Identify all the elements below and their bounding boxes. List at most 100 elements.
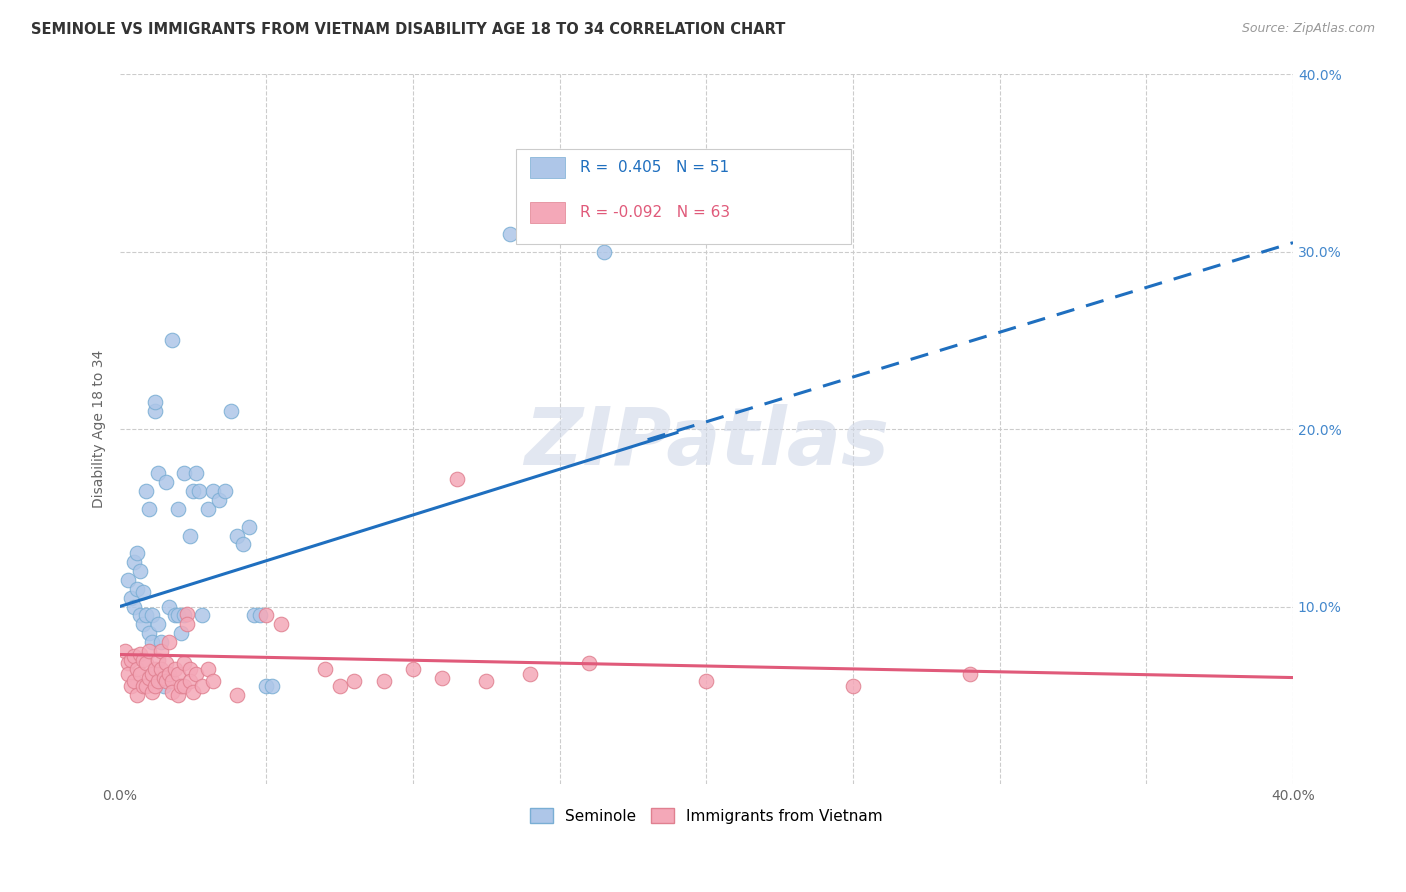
Point [329,680,352,694]
Point [117,657,139,671]
Point [842,680,865,694]
Point [152,671,174,685]
Point [143,662,166,676]
Point [122,555,145,569]
Point [146,653,169,667]
Point [117,667,139,681]
Point [373,674,395,689]
Point [129,564,152,578]
Point [143,404,166,418]
Point [138,626,160,640]
Point [446,472,468,486]
Point [146,467,169,481]
Point [127,688,149,702]
Point [120,653,142,667]
Point [578,657,600,671]
Point [314,662,336,676]
Point [695,674,717,689]
Point [176,607,198,621]
Bar [530,202,565,223]
Point [202,674,225,689]
Point [475,674,498,689]
Point [249,608,271,623]
Point [155,657,177,671]
Point [225,688,247,702]
Point [173,680,195,694]
Point [135,680,157,694]
Point [202,484,225,499]
Point [138,502,160,516]
Point [149,635,172,649]
Point [149,644,172,658]
Point [190,680,212,694]
Point [181,685,204,699]
Point [138,671,160,685]
Point [152,671,174,685]
Point [129,608,152,623]
Point [132,680,155,694]
Point [197,502,219,516]
Point [184,467,207,481]
Point [143,680,166,694]
Point [141,608,163,623]
Point [254,608,277,623]
Point [179,662,201,676]
Point [162,685,184,699]
Point [165,608,187,623]
Text: ZIPatlas: ZIPatlas [524,404,889,483]
Point [157,599,180,614]
Point [179,674,201,689]
Y-axis label: Disability Age 18 to 34: Disability Age 18 to 34 [93,350,107,508]
Point [499,227,522,241]
Point [592,244,614,259]
Point [127,582,149,596]
Point [170,626,193,640]
Point [165,662,187,676]
Point [243,608,266,623]
Point [254,680,277,694]
Point [167,667,190,681]
Text: SEMINOLE VS IMMIGRANTS FROM VIETNAM DISABILITY AGE 18 TO 34 CORRELATION CHART: SEMINOLE VS IMMIGRANTS FROM VIETNAM DISA… [31,22,786,37]
Point [184,667,207,681]
Point [262,680,284,694]
Point [141,635,163,649]
Point [129,648,152,662]
Point [343,674,366,689]
Point [173,608,195,623]
Point [214,484,236,499]
Text: Source: ZipAtlas.com: Source: ZipAtlas.com [1241,22,1375,36]
Point [141,685,163,699]
FancyBboxPatch shape [516,149,851,244]
Point [155,475,177,490]
Point [152,680,174,694]
Point [402,662,425,676]
Point [122,674,145,689]
Point [149,662,172,676]
Point [120,680,142,694]
Bar [530,157,565,178]
Point [167,608,190,623]
Point [132,617,155,632]
Point [208,493,231,508]
Point [129,667,152,681]
Point [132,653,155,667]
Point [519,667,541,681]
Point [270,617,292,632]
Point [138,644,160,658]
Point [135,484,157,499]
Point [173,657,195,671]
Point [238,519,260,533]
Point [179,528,201,542]
Point [190,608,212,623]
Point [167,502,190,516]
Point [219,404,242,418]
Point [127,662,149,676]
Point [432,671,454,685]
Text: R = -0.092   N = 63: R = -0.092 N = 63 [579,205,730,220]
Point [122,649,145,664]
Point [143,395,166,409]
Point [155,674,177,689]
Point [114,644,136,658]
Point [162,674,184,689]
Point [176,617,198,632]
